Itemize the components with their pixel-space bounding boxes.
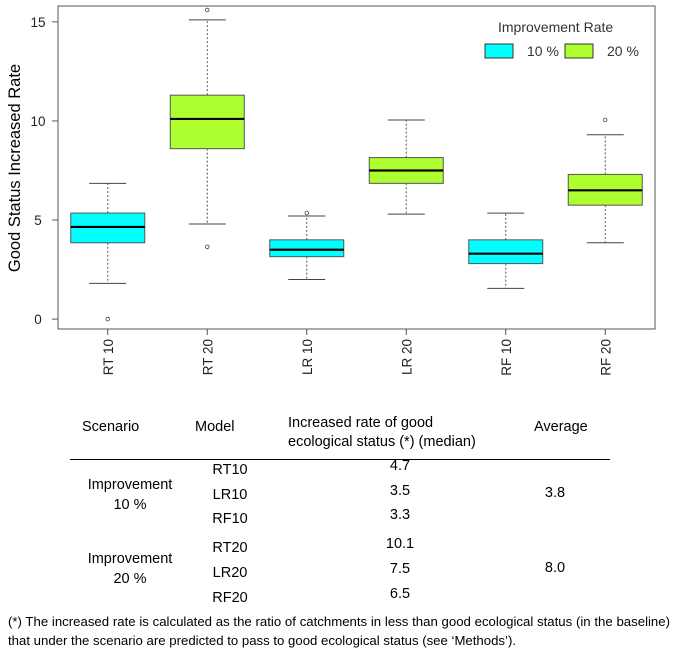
table-row-model: LR10 [212,487,248,503]
x-tick-label: RT 20 [200,339,215,375]
table-row-model: RF20 [212,590,248,606]
table-group-20: Improvement 20 % RT20 10.1 LR20 7.5 RF20… [70,534,610,608]
footnote: (*) The increased rate is calculated as … [8,614,670,648]
table-group-10: Improvement 10 % RT10 4.7 LR10 3.5 RF10 … [70,458,610,534]
box-series [70,7,643,322]
table-row-model: RF10 [212,511,248,527]
average-10: 3.8 [544,485,566,501]
table-row-value: 7.5 [389,561,411,577]
y-axis: 0 5 10 15 [30,15,58,327]
box-lr-10 [269,239,345,258]
scenario-10-line2: 10 % [113,497,147,513]
x-tick-label: RF 20 [598,339,613,376]
results-table: Scenario Model Increased rate of good ec… [70,413,610,608]
legend-title: Improvement Rate [498,19,613,35]
table-header: Scenario Model Increased rate of good ec… [70,413,610,460]
x-tick-label: RF 10 [499,339,514,376]
table-row-value: 4.7 [389,458,411,474]
header-model: Model [195,419,235,435]
header-average: Average [534,419,588,435]
table-row-value: 10.1 [385,536,415,552]
table-row-value: 3.3 [389,507,411,523]
plot-frame [57,5,656,330]
y-tick-label: 15 [30,15,45,30]
table-row-model: LR20 [212,565,248,581]
legend-swatch-10 [484,43,514,59]
table-row-value: 6.5 [389,586,411,602]
outlier-point [105,316,110,322]
outlier-point [205,7,210,13]
header-rate-line1: Increased rate of good [288,415,434,431]
outlier-point [603,117,608,123]
y-tick-label: 0 [34,312,42,327]
outlier-point [205,244,210,249]
y-tick-label: 5 [34,213,42,228]
y-axis-label: Good Status Increased Rate [6,64,24,272]
box-rf-10 [468,239,544,265]
box-rt-20 [169,94,245,150]
table-row-value: 3.5 [389,483,411,499]
legend-label-10: 10 % [527,43,559,59]
x-tick-label: LR 20 [399,339,414,375]
y-tick-label: 10 [30,114,45,129]
header-rate-line2: ecological status (*) (median) [288,434,476,450]
outlier-point [304,210,309,216]
table-row-model: RT10 [212,462,248,478]
scenario-20-line2: 20 % [113,571,147,587]
scenario-20-line1: Improvement [87,551,173,567]
legend: Improvement Rate 10 % 20 % [484,19,639,59]
scenario-10-line1: Improvement [87,477,173,493]
x-tick-label: LR 10 [300,339,315,375]
legend-label-20: 20 % [607,43,639,59]
table-row-model: RT20 [212,540,248,556]
header-scenario: Scenario [82,419,140,435]
x-tick-label: RT 10 [101,339,116,375]
x-axis: RT 10 RT 20 LR 10 LR 20 RF 10 RF 20 [101,329,613,376]
average-20: 8.0 [544,560,566,576]
legend-swatch-20 [564,43,594,59]
